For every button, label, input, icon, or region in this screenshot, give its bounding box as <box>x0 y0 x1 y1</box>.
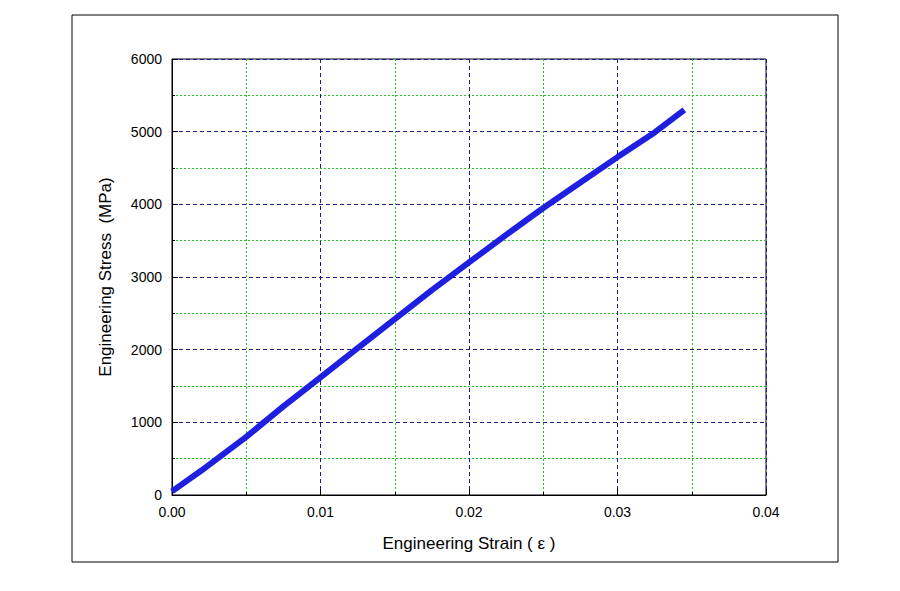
svg-text:5000: 5000 <box>131 124 162 140</box>
svg-text:Engineering Stress (MPa): Engineering Stress (MPa) <box>96 177 115 376</box>
svg-text:0.00: 0.00 <box>158 504 185 520</box>
svg-text:6000: 6000 <box>131 51 162 67</box>
svg-text:0: 0 <box>154 487 162 503</box>
svg-text:2000: 2000 <box>131 342 162 358</box>
svg-text:0.01: 0.01 <box>307 504 334 520</box>
svg-text:0.03: 0.03 <box>604 504 631 520</box>
svg-text:1000: 1000 <box>131 414 162 430</box>
svg-text:0.02: 0.02 <box>455 504 482 520</box>
svg-text:Engineering Strain ( ε ): Engineering Strain ( ε ) <box>383 534 556 553</box>
svg-text:0.04: 0.04 <box>752 504 779 520</box>
svg-text:3000: 3000 <box>131 269 162 285</box>
svg-text:4000: 4000 <box>131 196 162 212</box>
